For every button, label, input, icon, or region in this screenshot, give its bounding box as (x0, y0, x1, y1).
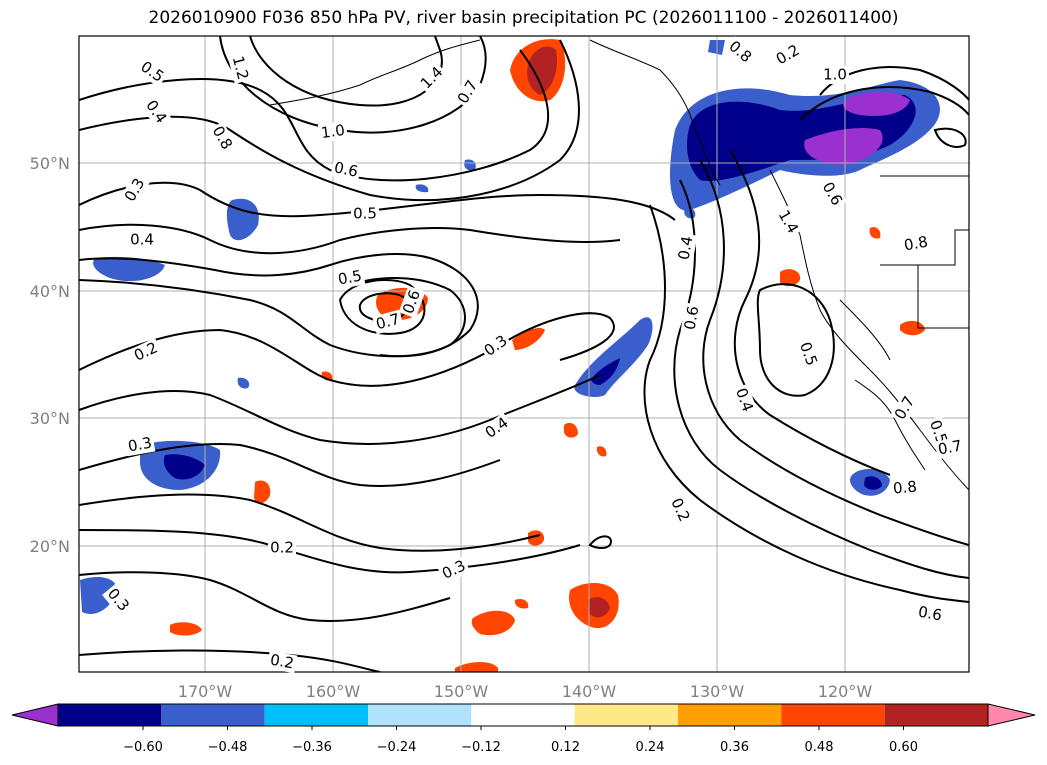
contour-label-bg (372, 309, 404, 335)
lon-label: 170°W (178, 682, 233, 701)
map-title: 2026010900 F036 850 hPa PV, river basin … (148, 8, 899, 28)
colorbar-tick-label: −0.12 (461, 740, 501, 755)
contour-label: 0.7 (374, 310, 402, 334)
colorbar-segment (781, 704, 885, 726)
colorbar-segment (678, 704, 782, 726)
contour-label: 0.8 (892, 477, 917, 497)
contour-label-bg (665, 493, 695, 527)
colorbar-segment (161, 704, 265, 726)
contour-label-bg (140, 95, 172, 129)
contour-label-bg (934, 436, 966, 460)
contour-label-bg (817, 177, 847, 211)
contour-label: 1.2 (229, 54, 253, 82)
colorbar-segment (264, 704, 368, 726)
contour-label: 1.0 (823, 66, 847, 84)
colorbar-tick-label: −0.48 (208, 740, 248, 755)
lat-label: 20°N (30, 537, 70, 556)
plot-frame (78, 35, 970, 673)
precip-shading (80, 39, 940, 672)
contour-label: 0.5 (353, 205, 377, 223)
contour-label: 0.6 (681, 305, 703, 332)
contour-label-bg (415, 61, 449, 95)
colorbar-tick-label: 0.12 (551, 740, 580, 755)
contour-label-bg (266, 650, 298, 674)
colorbar-segment (574, 704, 678, 726)
contour-label-bg (120, 173, 150, 207)
contour-label: 0.2 (269, 651, 296, 673)
lat-label: 50°N (30, 154, 70, 173)
contour-label-bg (674, 232, 698, 264)
colorbar-tick-label: 0.48 (805, 740, 834, 755)
longitude-labels: 170°W 160°W 150°W 140°W 130°W 120°W (178, 682, 873, 701)
contour-label-bg (398, 285, 426, 319)
contour-label: 0.6 (917, 603, 944, 625)
contour-label-bg (480, 412, 514, 444)
contour-label-bg (334, 266, 366, 290)
contour-label-bg (794, 337, 822, 371)
contour-label-bg (129, 337, 163, 367)
colorbar-segment (471, 704, 575, 726)
contour-label: 0.2 (270, 539, 294, 557)
contour-label: 0.4 (675, 235, 697, 262)
contour-label: 0.7 (937, 437, 964, 459)
contour-label: 0.5 (337, 267, 364, 289)
contour-label-bg (773, 205, 803, 239)
contour-label: 0.8 (903, 233, 930, 255)
contour-label-bg (890, 477, 920, 499)
colorbar-tick-label: 0.36 (720, 740, 749, 755)
contour-label-bg (135, 56, 169, 88)
contour-label-bg (453, 75, 483, 109)
contour-label-bg (680, 302, 704, 334)
contour-label: 0.6 (333, 158, 360, 181)
colorbar-extend-low (11, 703, 59, 727)
contour-label-bg (124, 433, 156, 457)
lon-label: 120°W (818, 682, 873, 701)
lon-label: 150°W (434, 682, 489, 701)
contour-label-bg (437, 555, 471, 585)
colorbar-tick-label: −0.36 (292, 740, 332, 755)
colorbar-segment (884, 704, 988, 726)
contour-label-bg (730, 383, 758, 417)
lat-label: 40°N (30, 282, 70, 301)
colorbar-tick-label: 0.24 (636, 740, 665, 755)
contour-label-bg (268, 539, 296, 557)
colorbar-segment (368, 704, 472, 726)
contour-label: 1.0 (320, 121, 346, 142)
lon-label: 140°W (562, 682, 617, 701)
contour-label-bg (821, 66, 849, 84)
colorbar-tick-label: 0.60 (889, 740, 918, 755)
lon-label: 130°W (690, 682, 745, 701)
contour-label-bg (128, 231, 156, 249)
contour-label-bg (890, 391, 920, 425)
latitude-labels: 50°N 40°N 30°N 20°N (30, 154, 70, 556)
colorbar-extend-high (987, 703, 1036, 727)
lat-label: 30°N (30, 409, 70, 428)
contour-label-bg (351, 205, 379, 223)
contour-label: 0.4 (130, 231, 154, 249)
colorbar: −0.60 −0.48 −0.36 −0.24 −0.12 0.12 0.24 0.36 0.4… (11, 703, 1036, 755)
colorbar-segment (58, 704, 162, 726)
contour-label: 0.3 (127, 434, 154, 456)
contour-label-bg (914, 602, 946, 626)
contour-label-bg (227, 52, 253, 84)
colorbar-tick-label: −0.24 (377, 740, 417, 755)
contour-label-bg (900, 232, 932, 256)
contour-label-bg (207, 121, 237, 155)
contour-label-bg (330, 158, 362, 182)
colorbar-tick-label: −0.60 (123, 740, 163, 755)
contour-label-bg (102, 583, 134, 617)
contour-label-bg (479, 330, 513, 362)
contour-label-bg (317, 121, 349, 143)
contour-label-bg (723, 36, 757, 68)
lon-label: 160°W (306, 682, 361, 701)
contour-label-bg (771, 40, 805, 70)
colorbar-frame (57, 703, 989, 727)
